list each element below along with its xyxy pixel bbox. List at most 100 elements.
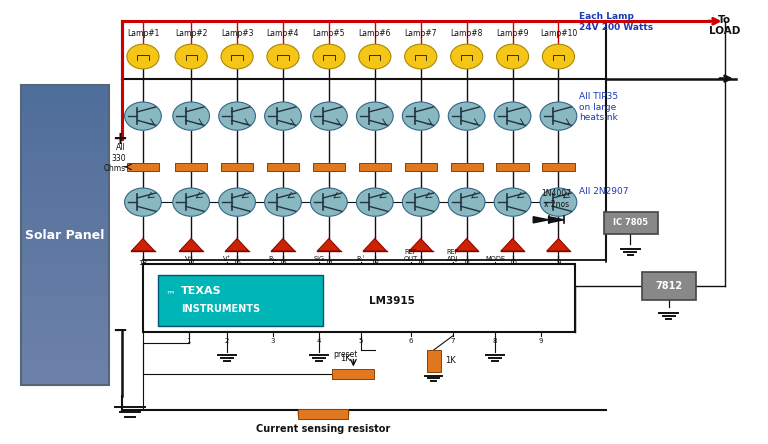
Text: V⁺: V⁺ [223, 256, 231, 262]
Ellipse shape [540, 188, 577, 216]
Polygon shape [547, 238, 571, 251]
FancyBboxPatch shape [642, 272, 697, 300]
Text: Each Lamp
24V 200 Watts: Each Lamp 24V 200 Watts [579, 12, 654, 32]
Text: 12: 12 [416, 260, 425, 266]
Bar [221, 163, 253, 171]
Polygon shape [180, 238, 203, 251]
Text: 14: 14 [324, 260, 333, 266]
Bar [21, 310, 108, 325]
Bar [175, 163, 207, 171]
Text: REF
ADJ: REF ADJ [447, 249, 459, 262]
Text: Lamp#7: Lamp#7 [405, 29, 437, 38]
Ellipse shape [265, 102, 301, 130]
Polygon shape [409, 238, 432, 251]
Bar [21, 280, 108, 295]
Text: 9: 9 [556, 260, 561, 266]
Text: 2: 2 [225, 337, 230, 344]
Bar [21, 235, 108, 250]
Text: 18: 18 [138, 260, 147, 266]
Text: V⁻: V⁻ [185, 256, 193, 262]
Bar [21, 85, 108, 385]
Bar [143, 264, 575, 332]
Text: 1K: 1K [340, 354, 351, 363]
Bar [359, 163, 391, 171]
Ellipse shape [356, 188, 393, 216]
Text: 4: 4 [316, 337, 321, 344]
Text: All 2N2907: All 2N2907 [579, 186, 629, 196]
Text: All TIP35
on large
heatsink: All TIP35 on large heatsink [579, 92, 618, 122]
Text: −: − [112, 322, 127, 340]
Text: Rₗₒ: Rₗₒ [269, 256, 277, 262]
Bar [21, 295, 108, 310]
Ellipse shape [173, 188, 210, 216]
Ellipse shape [173, 102, 210, 130]
Ellipse shape [124, 188, 161, 216]
Bar [21, 220, 108, 235]
Polygon shape [455, 238, 478, 251]
Text: IC 7805: IC 7805 [613, 218, 648, 227]
Text: 1K: 1K [445, 357, 456, 365]
Ellipse shape [449, 102, 485, 130]
Text: Lamp#4: Lamp#4 [266, 29, 300, 38]
Bar [21, 115, 108, 130]
Ellipse shape [310, 188, 347, 216]
Ellipse shape [265, 188, 301, 216]
Text: SIG: SIG [313, 256, 325, 262]
Text: 6: 6 [409, 337, 413, 344]
Text: Lamp#5: Lamp#5 [313, 29, 345, 38]
Text: 7812: 7812 [655, 281, 682, 291]
Text: 1N4007
x 2nos: 1N4007 x 2nos [541, 189, 571, 209]
Bar [21, 355, 108, 370]
Text: ™: ™ [166, 289, 176, 299]
Polygon shape [317, 238, 341, 251]
Ellipse shape [540, 102, 577, 130]
Bar [21, 370, 108, 385]
Ellipse shape [451, 44, 483, 69]
Bar [542, 163, 574, 171]
Text: Lamp#9: Lamp#9 [496, 29, 529, 38]
Text: 15: 15 [279, 260, 287, 266]
Polygon shape [225, 238, 249, 251]
Polygon shape [363, 238, 386, 251]
Text: LM3915: LM3915 [369, 297, 415, 306]
Text: Solar Panel: Solar Panel [25, 229, 104, 242]
Text: 3: 3 [271, 337, 275, 344]
Bar [21, 190, 108, 205]
Ellipse shape [219, 188, 256, 216]
Text: Lamp#2: Lamp#2 [175, 29, 207, 38]
Ellipse shape [313, 44, 345, 69]
Ellipse shape [449, 188, 485, 216]
Text: 11: 11 [462, 260, 471, 266]
Text: 5: 5 [359, 337, 363, 344]
Text: REF
OUT: REF OUT [404, 249, 418, 262]
Text: Lamp#8: Lamp#8 [451, 29, 483, 38]
Bar [313, 163, 345, 171]
Ellipse shape [402, 188, 439, 216]
Text: Lamp#10: Lamp#10 [540, 29, 577, 38]
Text: MODE: MODE [485, 256, 505, 262]
Text: Rₕᴵ: Rₕᴵ [357, 256, 366, 262]
Polygon shape [548, 217, 564, 223]
Text: All
330
Ohms: All 330 Ohms [104, 143, 126, 173]
Ellipse shape [496, 44, 528, 69]
Bar [21, 205, 108, 220]
Bar [21, 265, 108, 280]
Bar [21, 175, 108, 190]
Ellipse shape [402, 102, 439, 130]
Text: 16: 16 [233, 260, 242, 266]
Bar [21, 130, 108, 145]
Text: TEXAS: TEXAS [181, 286, 222, 296]
Bar [21, 145, 108, 160]
Text: 10: 10 [508, 260, 517, 266]
Ellipse shape [124, 102, 161, 130]
Bar [21, 250, 108, 265]
Bar [21, 100, 108, 115]
Ellipse shape [219, 102, 256, 130]
Text: INSTRUMENTS: INSTRUMENTS [181, 305, 260, 314]
Bar [21, 325, 108, 340]
Ellipse shape [494, 102, 531, 130]
Ellipse shape [175, 44, 207, 69]
Ellipse shape [494, 188, 531, 216]
Bar [427, 350, 441, 372]
Bar [267, 163, 299, 171]
